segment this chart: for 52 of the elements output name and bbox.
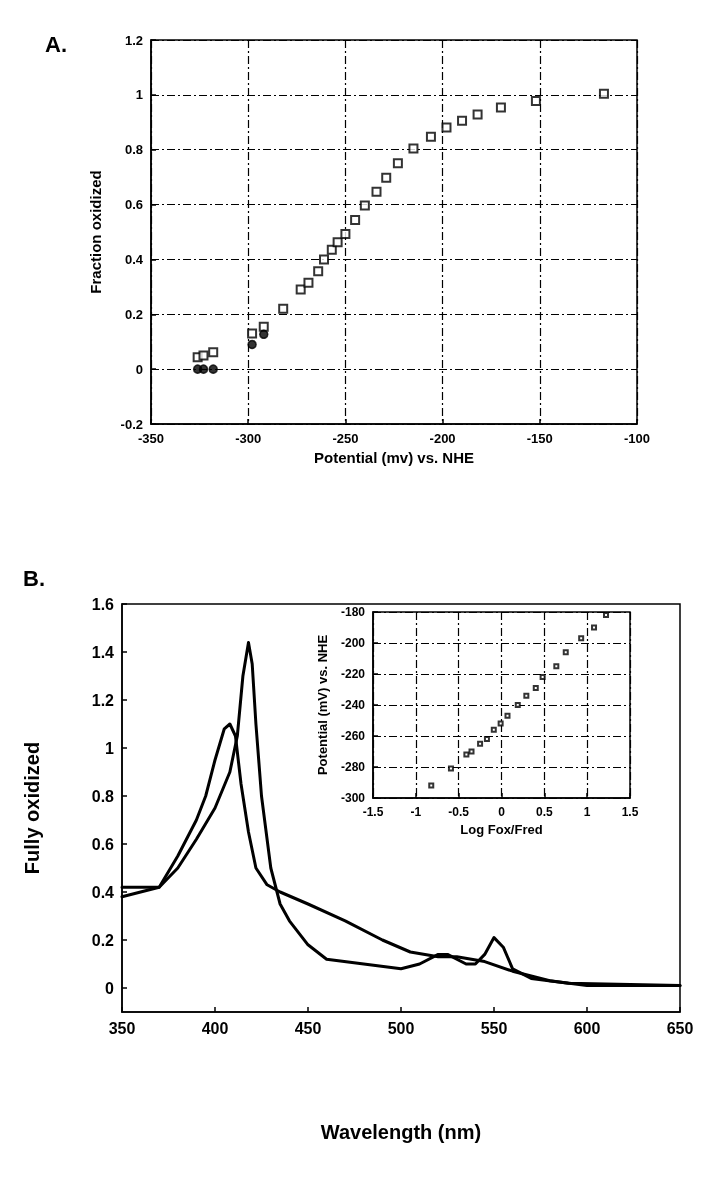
- y-tick-label: 0.6: [91, 835, 115, 853]
- x-tick-label: 350: [108, 1019, 136, 1037]
- y-tick-label: -260: [340, 729, 366, 743]
- x-tick-label: -250: [332, 431, 359, 446]
- y-tick-label: -240: [340, 698, 366, 712]
- x-tick-label: -1.5: [362, 805, 384, 819]
- y-tick-label: -300: [340, 791, 366, 805]
- y-axis-title: Potential (mV) vs. NHE: [315, 634, 330, 776]
- y-tick-label: -220: [340, 667, 366, 681]
- y-tick-label: -280: [340, 760, 366, 774]
- x-tick-label: 1: [583, 805, 591, 819]
- y-tick-label: 0.4: [124, 251, 144, 267]
- x-tick-label: 500: [387, 1019, 415, 1037]
- y-tick-label: -200: [340, 636, 366, 650]
- x-axis-title: Log Fox/Fred: [460, 821, 543, 837]
- x-tick-label: 0.5: [535, 805, 553, 819]
- x-axis-title: Potential (mv) vs. NHE: [313, 448, 475, 466]
- x-tick-label: 550: [480, 1019, 508, 1037]
- x-tick-label: 600: [573, 1019, 601, 1037]
- x-tick-label: 0: [498, 805, 506, 819]
- x-axis-title: Wavelength (nm): [320, 1121, 482, 1143]
- y-tick-label: -0.2: [120, 416, 143, 432]
- y-axis-title: Fully oxidized: [21, 741, 43, 875]
- x-tick-label: 1.5: [621, 805, 639, 819]
- x-tick-label: 650: [666, 1019, 694, 1037]
- y-tick-label: 0.8: [124, 142, 143, 158]
- x-tick-label: -300: [235, 431, 262, 446]
- y-tick-label: 0.6: [124, 197, 143, 213]
- x-tick-label: -1: [410, 805, 422, 819]
- chart-title: A.: [45, 31, 67, 57]
- y-tick-label: -180: [340, 605, 366, 619]
- y-tick-label: 0.2: [91, 931, 115, 949]
- x-tick-label: -150: [526, 431, 553, 446]
- y-tick-label: 1.2: [124, 32, 143, 48]
- x-tick-label: -100: [623, 431, 651, 446]
- x-tick-label: 450: [294, 1019, 322, 1037]
- y-axis-title: Fraction oxidized: [87, 170, 104, 294]
- y-tick-label: 0.8: [91, 787, 115, 805]
- y-tick-label: 1.6: [91, 595, 115, 613]
- y-tick-label: 1: [135, 87, 143, 103]
- x-tick-label: -350: [137, 431, 165, 446]
- x-tick-label: 400: [201, 1019, 229, 1037]
- y-tick-label: 1.2: [91, 691, 115, 709]
- y-tick-label: 0.4: [91, 883, 115, 901]
- y-tick-label: 0: [135, 361, 143, 377]
- y-tick-label: 1.4: [91, 643, 115, 661]
- y-tick-label: 0.2: [124, 306, 143, 322]
- x-tick-label: -0.5: [448, 805, 470, 819]
- chart-title: B.: [23, 565, 45, 591]
- x-tick-label: -200: [429, 431, 456, 446]
- y-tick-label: 1: [105, 739, 115, 757]
- y-tick-label: 0: [105, 979, 115, 997]
